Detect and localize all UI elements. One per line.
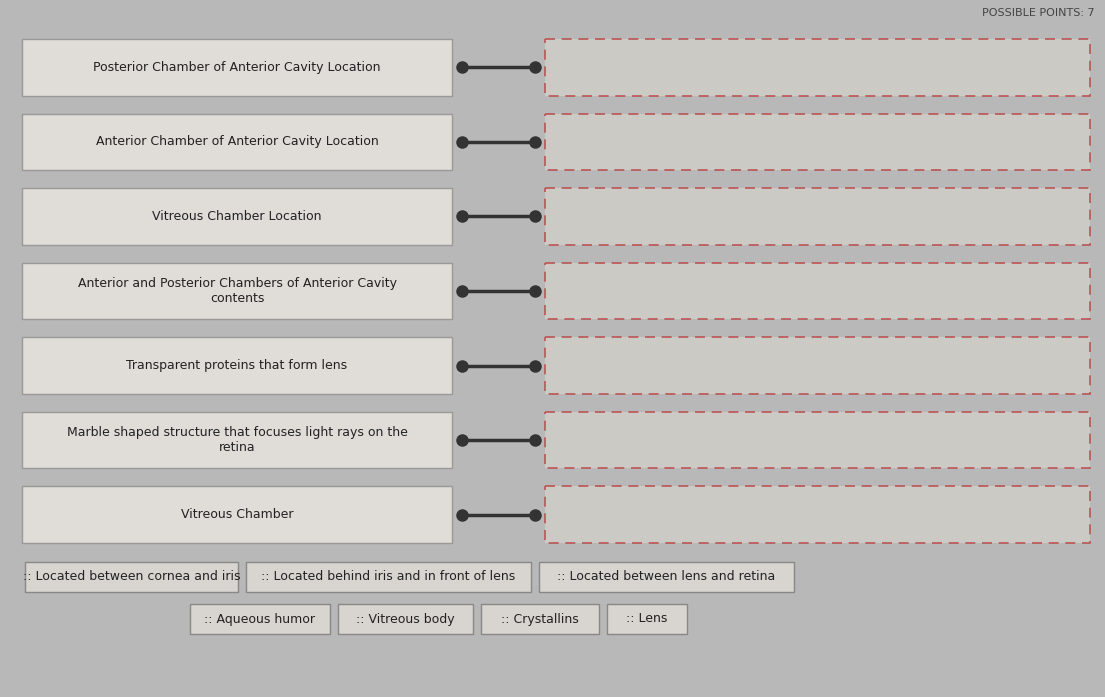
FancyBboxPatch shape	[545, 487, 1090, 543]
FancyBboxPatch shape	[22, 263, 452, 319]
FancyBboxPatch shape	[481, 604, 599, 634]
Text: Transparent proteins that form lens: Transparent proteins that form lens	[126, 359, 348, 372]
FancyBboxPatch shape	[545, 39, 1090, 95]
Text: :: Located behind iris and in front of lens: :: Located behind iris and in front of l…	[262, 571, 516, 583]
FancyBboxPatch shape	[338, 604, 473, 634]
Text: :: Crystallins: :: Crystallins	[502, 613, 579, 625]
Text: :: Aqueous humor: :: Aqueous humor	[204, 613, 316, 625]
FancyBboxPatch shape	[545, 188, 1090, 245]
FancyBboxPatch shape	[22, 114, 452, 170]
FancyBboxPatch shape	[545, 337, 1090, 394]
FancyBboxPatch shape	[246, 562, 532, 592]
FancyBboxPatch shape	[545, 412, 1090, 468]
FancyBboxPatch shape	[22, 39, 452, 95]
Text: :: Lens: :: Lens	[627, 613, 667, 625]
Text: Marble shaped structure that focuses light rays on the
retina: Marble shaped structure that focuses lig…	[66, 426, 408, 454]
FancyBboxPatch shape	[607, 604, 687, 634]
FancyBboxPatch shape	[25, 562, 238, 592]
FancyBboxPatch shape	[22, 412, 452, 468]
FancyBboxPatch shape	[545, 114, 1090, 170]
FancyBboxPatch shape	[539, 562, 794, 592]
Text: Posterior Chamber of Anterior Cavity Location: Posterior Chamber of Anterior Cavity Loc…	[93, 61, 381, 74]
Text: POSSIBLE POINTS: 7: POSSIBLE POINTS: 7	[982, 8, 1095, 18]
FancyBboxPatch shape	[545, 263, 1090, 319]
Text: :: Located between lens and retina: :: Located between lens and retina	[557, 571, 776, 583]
Text: Anterior and Posterior Chambers of Anterior Cavity
contents: Anterior and Posterior Chambers of Anter…	[77, 277, 397, 305]
Text: Anterior Chamber of Anterior Cavity Location: Anterior Chamber of Anterior Cavity Loca…	[96, 135, 378, 148]
Text: :: Located between cornea and iris: :: Located between cornea and iris	[23, 571, 240, 583]
Text: :: Vitreous body: :: Vitreous body	[356, 613, 455, 625]
FancyBboxPatch shape	[22, 337, 452, 394]
FancyBboxPatch shape	[22, 188, 452, 245]
Text: Vitreous Chamber: Vitreous Chamber	[181, 508, 293, 521]
Text: Vitreous Chamber Location: Vitreous Chamber Location	[152, 210, 322, 223]
FancyBboxPatch shape	[190, 604, 330, 634]
FancyBboxPatch shape	[22, 487, 452, 543]
